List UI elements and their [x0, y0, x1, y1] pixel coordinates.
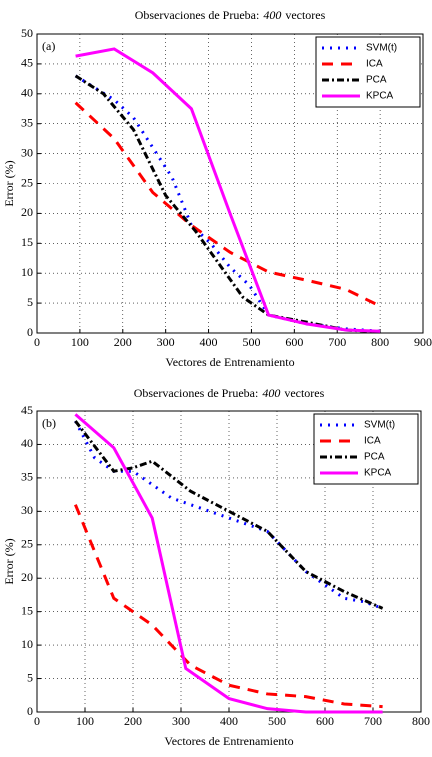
- x-tick-label: 800: [412, 714, 430, 728]
- legend-label: ICA: [364, 436, 381, 447]
- y-tick-label: 30: [21, 145, 33, 159]
- chart-title: Observaciones de Prueba: 400 vectores: [135, 8, 326, 22]
- y-tick-label: 25: [21, 175, 33, 189]
- series-line: [74, 504, 383, 709]
- title-part: 400: [262, 386, 280, 400]
- x-tick-label: 100: [71, 335, 89, 349]
- x-tick-label: 600: [316, 714, 334, 728]
- y-tick-label: 45: [21, 56, 33, 70]
- title-part: Observaciones de Prueba:: [134, 386, 259, 400]
- x-axis-label: Vectores de Entrenamiento: [165, 355, 294, 369]
- series-line: [75, 47, 381, 333]
- legend-label: KPCA: [364, 468, 392, 479]
- series-line: [74, 413, 383, 714]
- y-axis-label: Error (%): [2, 160, 16, 206]
- x-tick-label: 100: [76, 714, 94, 728]
- y-tick-label: 0: [27, 325, 33, 339]
- title-part: vectores: [284, 386, 324, 400]
- legend-label: KPCA: [366, 91, 394, 102]
- series-line: [74, 420, 384, 610]
- y-tick-label: 35: [21, 115, 33, 129]
- x-tick-label: 200: [114, 335, 132, 349]
- x-tick-label: 600: [285, 335, 303, 349]
- x-tick-label: 800: [371, 335, 389, 349]
- legend-label: SVM(t): [364, 420, 395, 431]
- panel-label: (a): [42, 39, 55, 53]
- series-line: [74, 101, 381, 308]
- y-tick-label: 20: [21, 570, 33, 584]
- y-tick-label: 10: [21, 637, 33, 651]
- y-tick-label: 50: [21, 26, 33, 40]
- y-tick-label: 5: [27, 670, 33, 684]
- x-axis-label: Vectores de Entrenamiento: [164, 734, 293, 748]
- legend-label: SVM(t): [366, 43, 397, 54]
- title-part: Observaciones de Prueba:: [135, 8, 260, 22]
- x-tick-label: 400: [220, 714, 238, 728]
- y-tick-label: 10: [21, 265, 33, 279]
- x-tick-label: 900: [414, 335, 432, 349]
- y-tick-label: 25: [21, 537, 33, 551]
- legend-label: PCA: [366, 75, 387, 86]
- y-tick-label: 5: [27, 295, 33, 309]
- chart-title: Observaciones de Prueba: 400 vectores: [134, 386, 325, 400]
- y-tick-label: 35: [21, 470, 33, 484]
- x-tick-label: 200: [124, 714, 142, 728]
- y-tick-label: 40: [21, 436, 33, 450]
- y-tick-label: 15: [21, 235, 33, 249]
- y-tick-label: 0: [27, 704, 33, 718]
- y-tick-label: 15: [21, 603, 33, 617]
- panel-label: (b): [42, 416, 56, 430]
- y-tick-label: 20: [21, 205, 33, 219]
- legend-label: ICA: [366, 59, 383, 70]
- x-tick-label: 700: [328, 335, 346, 349]
- x-tick-label: 300: [172, 714, 190, 728]
- y-tick-label: 45: [21, 403, 33, 417]
- x-tick-label: 400: [200, 335, 218, 349]
- title-part: 400: [263, 8, 281, 22]
- x-tick-label: 0: [34, 335, 40, 349]
- y-tick-label: 30: [21, 503, 33, 517]
- legend-label: PCA: [364, 452, 385, 463]
- x-tick-label: 700: [364, 714, 382, 728]
- series-line: [74, 74, 381, 333]
- x-tick-label: 500: [268, 714, 286, 728]
- title-part: vectores: [285, 8, 325, 22]
- x-tick-label: 500: [242, 335, 260, 349]
- y-axis-label: Error (%): [2, 538, 16, 584]
- x-tick-label: 0: [34, 714, 40, 728]
- x-tick-label: 300: [157, 335, 175, 349]
- y-tick-label: 40: [21, 86, 33, 100]
